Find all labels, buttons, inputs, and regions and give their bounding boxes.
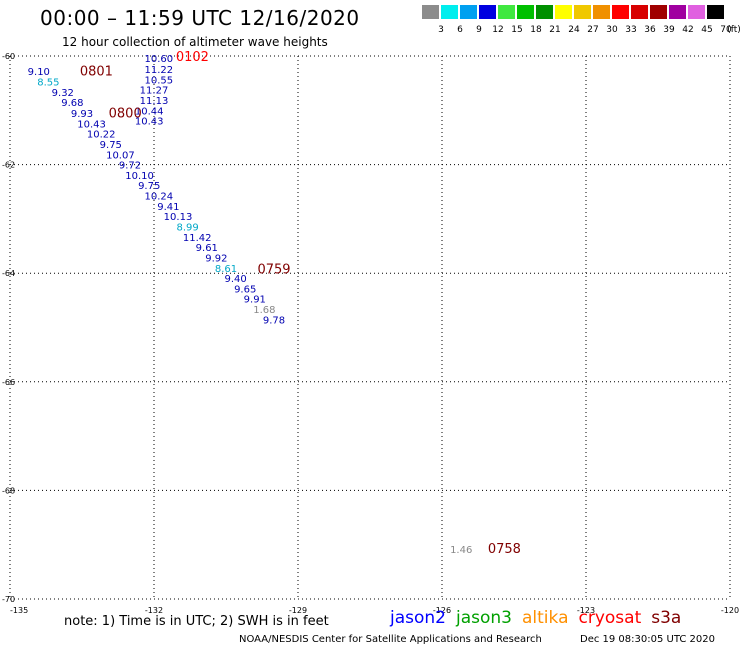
legend-swatch	[422, 5, 439, 19]
latitude-tick-label: -60	[2, 52, 15, 61]
wave-height-value: 9.93	[71, 109, 93, 120]
legend-label: 15	[511, 25, 523, 35]
satellite-label: jason2	[390, 608, 446, 628]
wave-height-value: 9.92	[205, 253, 227, 264]
longitude-tick-label: -126	[433, 606, 451, 615]
wave-height-value: 9.68	[61, 98, 83, 109]
legend-swatch	[593, 5, 610, 19]
legend-swatch	[612, 5, 629, 19]
legend-label: 42	[682, 25, 694, 35]
legend-swatch	[536, 5, 553, 19]
map-subtitle: 12 hour collection of altimeter wave hei…	[62, 35, 328, 49]
wave-height-value: 10.55	[144, 75, 173, 86]
wave-height-value: 1.68	[253, 305, 275, 316]
legend-swatch	[479, 5, 496, 19]
legend-label: 24	[568, 25, 580, 35]
wave-height-value: 9.78	[263, 315, 285, 326]
legend-swatch	[555, 5, 572, 19]
longitude-tick-label: -135	[10, 606, 28, 615]
legend-label: 45	[701, 25, 713, 35]
legend-label: 9	[476, 25, 482, 35]
latitude-tick-label: -66	[2, 378, 15, 387]
map-title: 00:00 – 11:59 UTC 12/16/2020	[40, 6, 360, 30]
pass-time-label: 0758	[488, 542, 521, 557]
latitude-tick-label: -68	[2, 486, 15, 495]
legend-swatch	[460, 5, 477, 19]
legend-unit: (ft)	[727, 25, 740, 35]
satellite-label: altika	[522, 608, 569, 628]
wave-height-value: 9.72	[119, 161, 141, 172]
wave-height-value: 1.46	[450, 545, 472, 556]
legend-swatch	[669, 5, 686, 19]
legend-swatch	[688, 5, 705, 19]
satellite-label: jason3	[456, 608, 512, 628]
legend-label: 12	[492, 25, 504, 35]
satellite-key: jason2 jason3 altika cryosat s3a	[390, 608, 691, 628]
longitude-tick-label: -123	[577, 606, 595, 615]
legend-label: 18	[530, 25, 542, 35]
wave-height-value: 10.43	[77, 119, 106, 130]
legend-label: 6	[457, 25, 463, 35]
wave-height-value: 9.41	[157, 202, 179, 213]
wave-height-value: 9.61	[196, 243, 218, 254]
longitude-tick-label: -129	[289, 606, 307, 615]
wave-height-value: 10.07	[106, 150, 135, 161]
legend-swatch	[441, 5, 458, 19]
pass-time-label: 0801	[80, 65, 113, 80]
legend-label: 36	[644, 25, 656, 35]
wave-height-value: 9.32	[52, 88, 74, 99]
legend-swatch	[631, 5, 648, 19]
legend-swatch	[574, 5, 591, 19]
longitude-tick-label: -120	[721, 606, 739, 615]
wave-height-value: 10.24	[144, 192, 173, 203]
wave-height-value: 10.10	[125, 171, 154, 182]
credit-line: NOAA/NESDIS Center for Satellite Applica…	[239, 634, 542, 645]
legend-label: 30	[606, 25, 618, 35]
wave-height-value: 9.75	[138, 181, 160, 192]
wave-height-value: 8.55	[37, 78, 59, 89]
wave-height-value: 10.13	[164, 212, 193, 223]
wave-height-value: 9.10	[28, 67, 50, 78]
satellite-label: s3a	[651, 608, 682, 628]
legend-swatch	[650, 5, 667, 19]
wave-height-value: 10.43	[135, 117, 164, 128]
pass-time-label: 0800	[109, 107, 142, 122]
wave-height-value: 11.42	[183, 233, 212, 244]
pass-time-label: 0759	[257, 262, 290, 277]
wave-height-value: 11.27	[140, 86, 169, 97]
generation-timestamp: Dec 19 08:30:05 UTC 2020	[580, 634, 715, 645]
latitude-tick-label: -64	[2, 269, 15, 278]
wave-height-value: 8.99	[176, 223, 198, 234]
wave-height-value: 9.65	[234, 284, 256, 295]
units-note: note: 1) Time is in UTC; 2) SWH is in fe…	[64, 614, 329, 629]
wave-height-value: 10.22	[87, 130, 116, 141]
latitude-tick-label: -62	[2, 161, 15, 170]
legend-label: 3	[438, 25, 444, 35]
legend-label: 21	[549, 25, 561, 35]
latitude-tick-label: -70	[2, 595, 15, 604]
legend-label: 27	[587, 25, 599, 35]
wave-height-value: 11.13	[140, 96, 169, 107]
legend-label: 70	[720, 25, 732, 35]
legend-label: 33	[625, 25, 637, 35]
wave-height-value: 9.40	[224, 274, 246, 285]
pass-time-label: 0102	[176, 50, 209, 65]
wave-height-value: 10.44	[135, 106, 164, 117]
wave-height-value: 10.60	[144, 54, 173, 65]
legend-swatch	[517, 5, 534, 19]
wave-height-value: 11.22	[144, 65, 173, 76]
legend-swatch	[498, 5, 515, 19]
wave-height-value: 9.91	[244, 295, 266, 306]
legend-swatch	[707, 5, 724, 19]
wave-height-value: 8.61	[215, 264, 237, 275]
longitude-tick-label: -132	[145, 606, 163, 615]
wave-height-value: 9.75	[100, 140, 122, 151]
satellite-label: cryosat	[578, 608, 642, 628]
legend-label: 39	[663, 25, 675, 35]
